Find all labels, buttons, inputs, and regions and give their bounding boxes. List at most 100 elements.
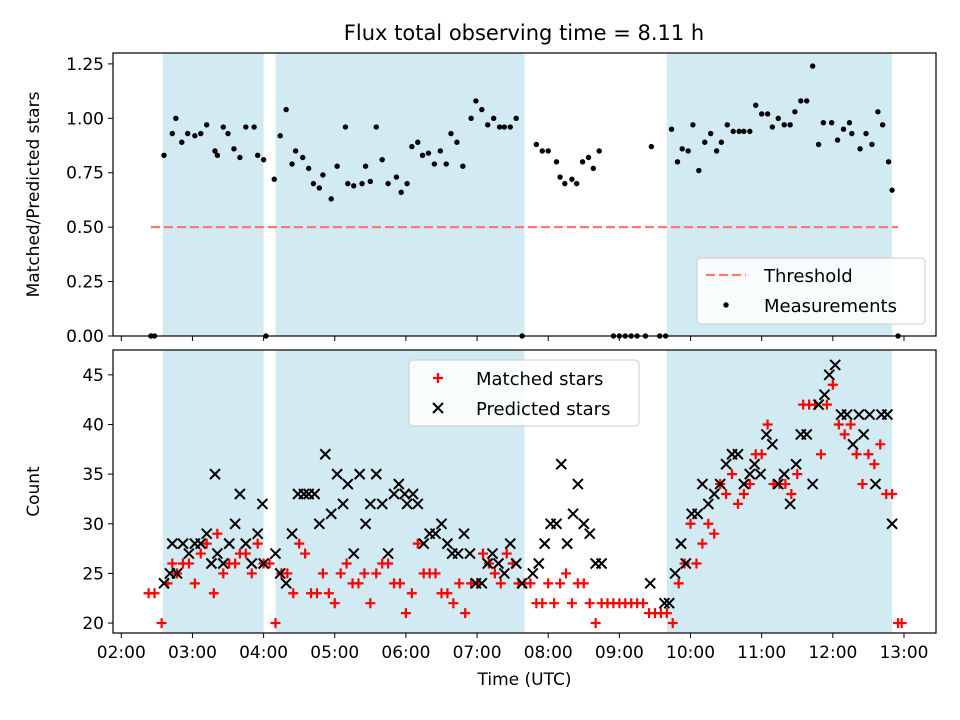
predicted-star-point	[702, 498, 715, 510]
predicted-star-point	[257, 557, 270, 570]
matched-star-point	[195, 548, 206, 559]
measurement-point	[702, 139, 708, 145]
legend-predicted-label: Predicted stars	[476, 399, 610, 420]
matched-star-point	[561, 568, 572, 579]
predicted-star-point	[240, 537, 252, 550]
predicted-star-point	[886, 518, 898, 530]
predicted-star-point	[234, 488, 246, 500]
predicted-star-point	[211, 547, 224, 560]
y-tick-label: 35	[82, 465, 104, 485]
predicted-star-point	[452, 547, 464, 560]
measurement-point	[192, 133, 198, 139]
measurement-point	[713, 148, 720, 154]
x-tick-label: 12:00	[808, 643, 857, 663]
measurement-point	[679, 146, 685, 152]
matched-star-point	[525, 578, 536, 589]
predicted-star-point	[246, 557, 258, 570]
measurement-point	[437, 148, 444, 154]
measurement-point	[316, 185, 323, 191]
measurement-point	[513, 115, 519, 122]
measurement-point	[707, 130, 714, 137]
legend-measurement-label: Measurements	[764, 296, 897, 317]
legend-threshold-label: Threshold	[763, 266, 853, 287]
predicted-star-point	[675, 537, 687, 550]
matched-star-point	[282, 568, 293, 579]
measurement-point	[251, 124, 257, 130]
measurement-point	[849, 130, 855, 137]
measurement-point	[507, 124, 513, 130]
matched-star-point	[833, 419, 844, 430]
y-tick-label: 45	[82, 366, 104, 386]
matched-star-point	[448, 598, 459, 609]
top-panel: 0.00 0.25 0.50 0.75 1.00 1.25 Matched/Predicte…	[24, 52, 937, 347]
measurement-point	[840, 126, 847, 132]
measurement-point	[220, 124, 226, 130]
measurement-point	[590, 165, 596, 172]
matched-star-point	[311, 588, 322, 599]
predicted-star-point	[205, 557, 218, 570]
predicted-star-point	[376, 498, 388, 510]
figure-title: Flux total observing time = 8.11 h	[344, 21, 704, 45]
matched-star-point	[240, 548, 251, 559]
measurement-point	[409, 143, 415, 150]
predicted-star-point	[708, 488, 720, 500]
measurement-point	[161, 152, 167, 159]
predicted-star-point	[869, 478, 882, 490]
matched-star-point	[460, 608, 471, 619]
predicted-star-point	[841, 408, 853, 421]
predicted-star-point	[498, 567, 511, 580]
measurement-point	[203, 122, 210, 128]
measurement-point	[490, 115, 497, 122]
measurement-point	[736, 128, 742, 135]
matched-star-point	[353, 578, 364, 589]
measurement-point	[533, 141, 540, 148]
predicted-star-point	[223, 537, 235, 550]
predicted-star-point	[217, 557, 229, 570]
measurement-point	[804, 98, 810, 104]
measurement-point	[260, 156, 267, 163]
y-tick-label: 25	[82, 564, 104, 584]
y-tick-label: 0.25	[66, 273, 104, 293]
matched-star-point	[264, 558, 275, 569]
measurement-point	[425, 150, 432, 156]
measurement-point	[431, 161, 438, 167]
matched-star-point	[863, 449, 874, 460]
predicted-star-point	[567, 508, 579, 520]
predicted-star-point	[823, 369, 835, 381]
measurement-point	[569, 176, 575, 182]
matched-star-point	[543, 578, 554, 589]
measurement-point	[820, 119, 827, 126]
y-tick-label: 0.00	[66, 327, 104, 347]
measurement-point	[846, 119, 853, 126]
measurement-point	[869, 141, 875, 148]
measurement-point	[468, 115, 474, 122]
measurement-point	[231, 146, 237, 152]
measurement-point	[885, 159, 892, 165]
x-tick-label: 13:00	[879, 643, 928, 663]
predicted-star-point	[572, 478, 584, 490]
predicted-star-point	[801, 428, 813, 441]
measurement-point	[277, 133, 283, 139]
measurement-point	[585, 154, 592, 161]
legend-matched-label: Matched stars	[476, 369, 603, 390]
measurement-point	[415, 139, 421, 145]
predicted-star-point	[504, 537, 516, 550]
legend-box	[696, 257, 926, 325]
measurement-point	[198, 130, 204, 137]
predicted-star-point	[760, 428, 773, 441]
measurement-point	[579, 159, 586, 165]
matched-star-point	[189, 578, 200, 589]
predicted-star-point	[806, 478, 819, 490]
predicted-star-point	[784, 498, 796, 510]
measurement-point	[596, 148, 602, 154]
measurement-point	[792, 109, 798, 115]
matched-star-point	[549, 598, 560, 609]
matched-star-point	[762, 419, 773, 430]
predicted-star-point	[364, 498, 377, 510]
matched-star-point	[638, 598, 649, 609]
matched-star-point	[584, 598, 595, 609]
measurement-point	[724, 122, 730, 128]
measurement-point	[305, 165, 312, 172]
matched-star-point	[887, 488, 898, 499]
measurement-point	[393, 174, 400, 180]
